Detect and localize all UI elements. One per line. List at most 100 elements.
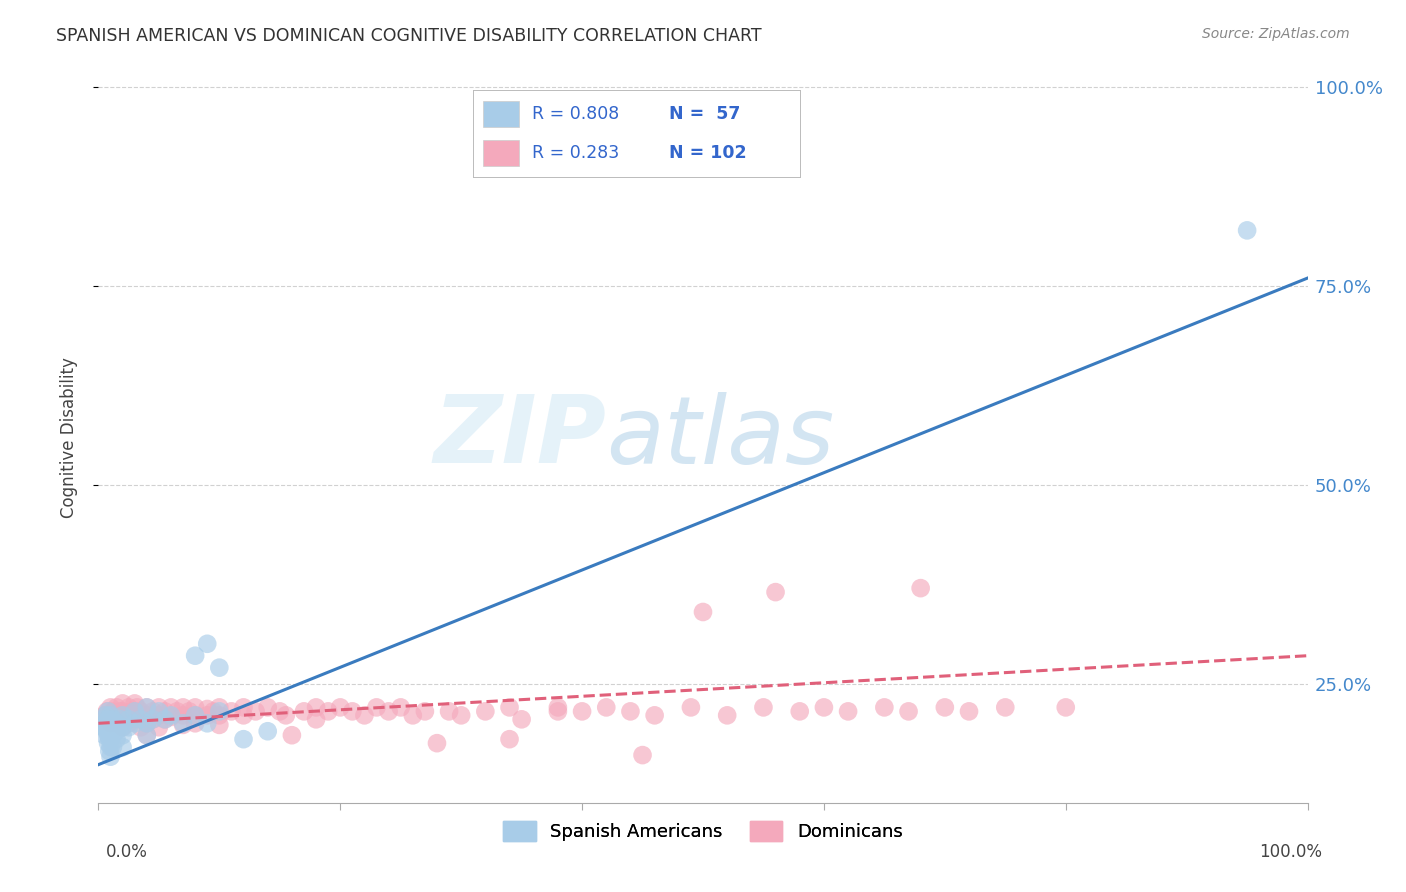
Legend: Spanish Americans, Dominicans: Spanish Americans, Dominicans (496, 814, 910, 848)
Point (474, 705, 496, 719)
Point (105, 716, 128, 731)
Point (631, 748, 654, 763)
Point (873, 700, 896, 714)
Point (153, 705, 176, 719)
Point (153, 712, 176, 726)
Point (994, 700, 1017, 714)
Point (97, 712, 120, 726)
Point (111, 708, 134, 723)
Point (281, 728, 304, 742)
Point (108, 705, 131, 719)
Point (118, 712, 141, 726)
Point (118, 700, 141, 714)
Point (765, 585, 787, 599)
Point (129, 705, 152, 719)
Point (135, 700, 157, 714)
Text: 100.0%: 100.0% (1258, 843, 1322, 861)
Point (160, 710, 183, 724)
Point (153, 712, 176, 726)
Y-axis label: Cognitive Disability: Cognitive Disability (59, 357, 77, 517)
Point (377, 705, 399, 719)
Point (571, 705, 593, 719)
Text: 0.0%: 0.0% (105, 843, 148, 861)
Point (142, 712, 165, 726)
Point (111, 720, 134, 734)
Point (129, 720, 152, 734)
Point (342, 705, 364, 719)
Point (195, 708, 218, 723)
Point (124, 697, 146, 711)
Point (118, 708, 141, 723)
Point (111, 705, 134, 719)
Text: ZIP: ZIP (433, 391, 606, 483)
Point (934, 700, 956, 714)
Point (316, 705, 339, 719)
Point (135, 700, 157, 714)
Point (957, 705, 980, 719)
Point (105, 708, 128, 723)
Point (221, 705, 243, 719)
Point (426, 736, 449, 750)
Point (510, 712, 533, 726)
Point (160, 708, 183, 723)
Point (184, 708, 207, 723)
Point (305, 700, 328, 714)
Point (135, 716, 157, 731)
Point (305, 712, 328, 726)
Point (208, 660, 231, 674)
Point (96, 724, 118, 739)
Point (108, 720, 131, 734)
Point (142, 712, 165, 726)
Point (752, 700, 775, 714)
Point (100, 700, 122, 714)
Point (94, 720, 117, 734)
Point (353, 708, 375, 723)
Point (105, 732, 128, 747)
Point (208, 700, 231, 714)
Point (232, 732, 254, 747)
Point (148, 720, 170, 734)
Point (644, 708, 666, 723)
Point (111, 720, 134, 734)
Point (172, 700, 194, 714)
Point (105, 716, 128, 731)
Point (450, 708, 472, 723)
Point (437, 705, 460, 719)
Point (329, 700, 352, 714)
Point (619, 705, 641, 719)
Text: SPANISH AMERICAN VS DOMINICAN COGNITIVE DISABILITY CORRELATION CHART: SPANISH AMERICAN VS DOMINICAN COGNITIVE … (56, 27, 762, 45)
Point (101, 705, 124, 719)
Point (100, 716, 122, 731)
Point (595, 700, 617, 714)
Point (127, 700, 149, 714)
Point (232, 700, 254, 714)
Point (1054, 700, 1077, 714)
Point (413, 705, 436, 719)
Point (202, 705, 225, 719)
Point (98, 716, 121, 731)
Point (93, 708, 115, 723)
Point (179, 705, 201, 719)
Point (101, 712, 124, 726)
Point (679, 700, 702, 714)
Point (100, 749, 122, 764)
Point (172, 718, 194, 732)
Point (142, 705, 165, 719)
Point (111, 728, 134, 742)
Point (100, 740, 122, 755)
Point (94, 708, 117, 723)
Point (97, 736, 120, 750)
Point (129, 712, 152, 726)
Point (100, 708, 122, 723)
Point (108, 712, 131, 726)
Point (97, 728, 120, 742)
Point (124, 712, 146, 726)
Text: atlas: atlas (606, 392, 835, 483)
Point (389, 700, 412, 714)
Text: Source: ZipAtlas.com: Source: ZipAtlas.com (1202, 27, 1350, 41)
Point (101, 720, 124, 734)
Point (184, 716, 207, 731)
Point (111, 740, 134, 755)
Point (101, 728, 124, 742)
Point (96, 705, 118, 719)
